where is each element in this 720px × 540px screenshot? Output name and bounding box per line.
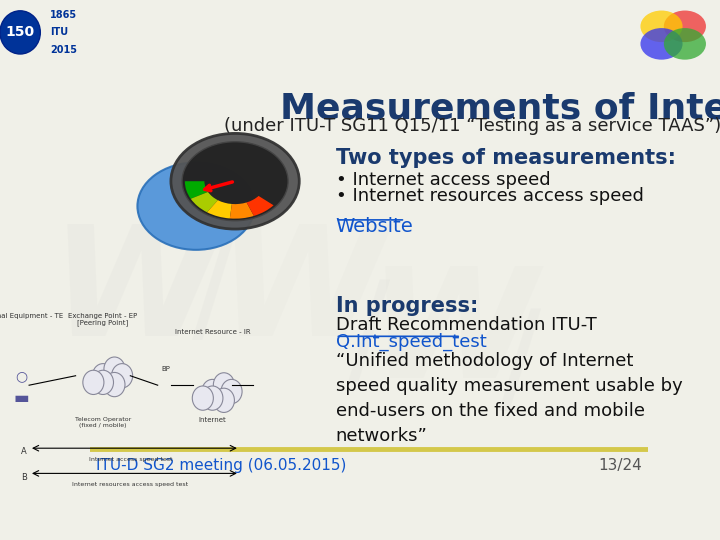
Text: Exchange Point - EP
[Peering Point]: Exchange Point - EP [Peering Point] bbox=[68, 313, 138, 327]
Text: Internet Resource - IR: Internet Resource - IR bbox=[174, 328, 251, 334]
Text: 1865: 1865 bbox=[50, 10, 78, 20]
Wedge shape bbox=[246, 196, 274, 216]
Circle shape bbox=[104, 357, 125, 381]
Text: B: B bbox=[21, 472, 27, 482]
Text: Telecom Operator
(fixed / mobile): Telecom Operator (fixed / mobile) bbox=[75, 417, 131, 428]
Wedge shape bbox=[185, 181, 208, 199]
Text: Website: Website bbox=[336, 217, 413, 235]
Circle shape bbox=[192, 386, 213, 410]
Wedge shape bbox=[230, 202, 254, 219]
Text: Measurements of Internet speed: Measurements of Internet speed bbox=[280, 92, 720, 126]
Text: • Internet access speed: • Internet access speed bbox=[336, 171, 550, 189]
Circle shape bbox=[92, 370, 114, 395]
Text: BP: BP bbox=[161, 366, 171, 372]
Wedge shape bbox=[207, 200, 232, 219]
Text: Q.Int_speed_test: Q.Int_speed_test bbox=[336, 333, 486, 351]
Text: Draft Recommendation ITU-T: Draft Recommendation ITU-T bbox=[336, 316, 596, 334]
Circle shape bbox=[641, 28, 683, 60]
Text: “Unified methodology of Internet
speed quality measurement usable by
end-users o: “Unified methodology of Internet speed q… bbox=[336, 352, 683, 445]
Text: /: / bbox=[498, 303, 541, 424]
Circle shape bbox=[664, 28, 706, 60]
Text: ITU: ITU bbox=[50, 28, 68, 37]
Circle shape bbox=[0, 11, 40, 54]
Text: W: W bbox=[217, 219, 387, 368]
Circle shape bbox=[92, 363, 114, 388]
Text: ▬: ▬ bbox=[13, 389, 29, 407]
Text: 13/24: 13/24 bbox=[598, 458, 642, 472]
Circle shape bbox=[83, 370, 104, 395]
Text: W: W bbox=[50, 219, 219, 368]
Text: Internet access speed test: Internet access speed test bbox=[89, 457, 172, 462]
Text: (under ITU-T SG11 Q15/11 “Testing as a service TAAS”): (under ITU-T SG11 Q15/11 “Testing as a s… bbox=[224, 117, 720, 135]
Text: Internet: Internet bbox=[199, 417, 226, 423]
Circle shape bbox=[138, 163, 255, 250]
Circle shape bbox=[171, 133, 300, 229]
Text: Terminal Equipment - TE: Terminal Equipment - TE bbox=[0, 313, 63, 319]
Wedge shape bbox=[191, 192, 218, 212]
Text: Internet resources access speed test: Internet resources access speed test bbox=[72, 482, 189, 487]
Circle shape bbox=[104, 373, 125, 397]
Circle shape bbox=[641, 11, 683, 42]
Circle shape bbox=[202, 386, 223, 410]
Circle shape bbox=[664, 11, 706, 42]
Text: Two types of measurements:: Two types of measurements: bbox=[336, 148, 675, 168]
Circle shape bbox=[202, 380, 223, 403]
Circle shape bbox=[213, 388, 235, 413]
Circle shape bbox=[221, 380, 242, 403]
Text: 2015: 2015 bbox=[50, 45, 78, 55]
Text: A: A bbox=[21, 448, 27, 456]
Text: • Internet resources access speed: • Internet resources access speed bbox=[336, 187, 644, 205]
Text: /: / bbox=[192, 233, 234, 354]
Text: /: / bbox=[348, 274, 390, 396]
Text: ITU-D SG2 meeting (06.05.2015): ITU-D SG2 meeting (06.05.2015) bbox=[96, 458, 346, 472]
Circle shape bbox=[213, 373, 235, 397]
Text: ○: ○ bbox=[15, 369, 27, 383]
Circle shape bbox=[112, 363, 132, 388]
Text: In progress:: In progress: bbox=[336, 295, 478, 315]
Text: W: W bbox=[369, 261, 537, 409]
Circle shape bbox=[182, 141, 288, 221]
Text: 150: 150 bbox=[6, 25, 35, 39]
